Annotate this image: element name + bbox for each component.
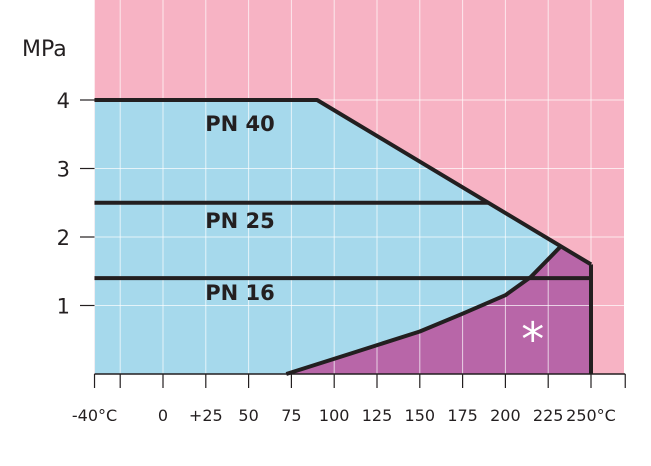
special-region — [286, 245, 591, 374]
x-tick-label: 200 — [490, 406, 521, 425]
series-label: PN 16 — [205, 281, 275, 305]
x-tick-label: 250°C — [566, 406, 616, 425]
x-tick-label: 150 — [405, 406, 436, 425]
y-tick-label: 1 — [57, 295, 70, 319]
x-tick-label: 0 — [158, 406, 168, 425]
y-axis-label: MPa — [22, 37, 67, 62]
x-tick-label: 75 — [281, 406, 301, 425]
x-tick-label: +25 — [189, 406, 223, 425]
x-tick-label: 175 — [447, 406, 478, 425]
series-label: PN 40 — [205, 112, 275, 136]
x-tick-label: 225 — [533, 406, 564, 425]
x-tick-label: 100 — [319, 406, 350, 425]
limit-curve — [285, 243, 564, 376]
series-line-pn40 — [94, 98, 593, 267]
y-tick-label: 2 — [57, 226, 70, 250]
x-tick-label: -40°C — [72, 406, 117, 425]
asterisk-annotation: * — [521, 313, 544, 367]
y-tick-label: 3 — [57, 158, 70, 182]
x-tick-label: 125 — [362, 406, 393, 425]
x-tick-label: 50 — [238, 406, 258, 425]
y-tick-label: 4 — [57, 89, 70, 113]
series-label: PN 25 — [205, 209, 275, 233]
